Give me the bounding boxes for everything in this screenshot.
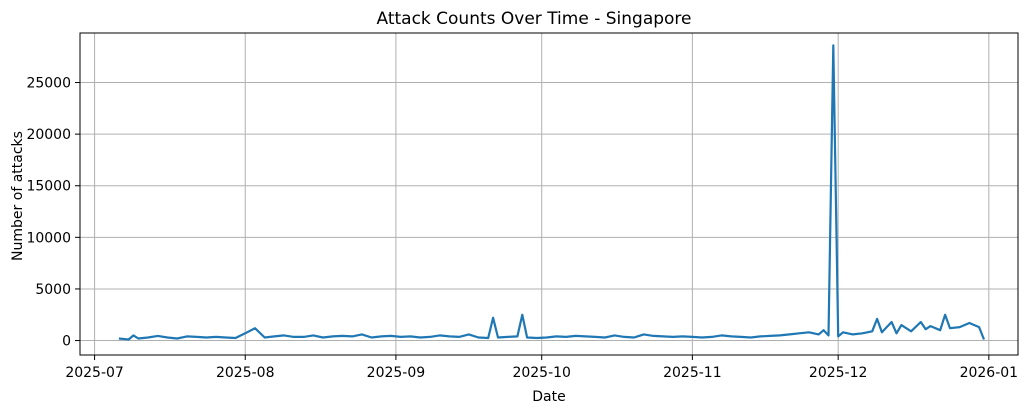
y-axis-label: Number of attacks	[10, 131, 26, 261]
y-tick-label: 10000	[26, 230, 71, 246]
y-tick-label: 5000	[35, 282, 71, 298]
plot-frame	[79, 32, 1019, 356]
chart-title: Attack Counts Over Time - Singapore	[376, 9, 691, 29]
series-layer	[118, 44, 986, 341]
x-tick-label: 2025-11	[663, 365, 722, 381]
y-tick-label: 0	[62, 334, 71, 350]
y-tick-label: 25000	[26, 76, 71, 92]
x-tick-label: 2025-12	[809, 365, 868, 381]
y-tick-label: 20000	[26, 127, 71, 143]
ticks: 2025-07 2025-08 2025-09 2025-10 2025-11 2025-…	[26, 76, 1018, 381]
axes	[79, 32, 1019, 356]
x-axis-label: Date	[532, 389, 565, 404]
y-tick-label: 15000	[26, 179, 71, 195]
x-tick-label: 2025-07	[65, 365, 124, 381]
grid	[80, 33, 1018, 355]
x-tick-label: 2026-01	[960, 365, 1019, 381]
x-tick-label: 2025-09	[367, 365, 426, 381]
x-tick-label: 2025-08	[216, 365, 275, 381]
x-tick-label: 2025-10	[512, 365, 571, 381]
series-line-0	[118, 44, 986, 341]
